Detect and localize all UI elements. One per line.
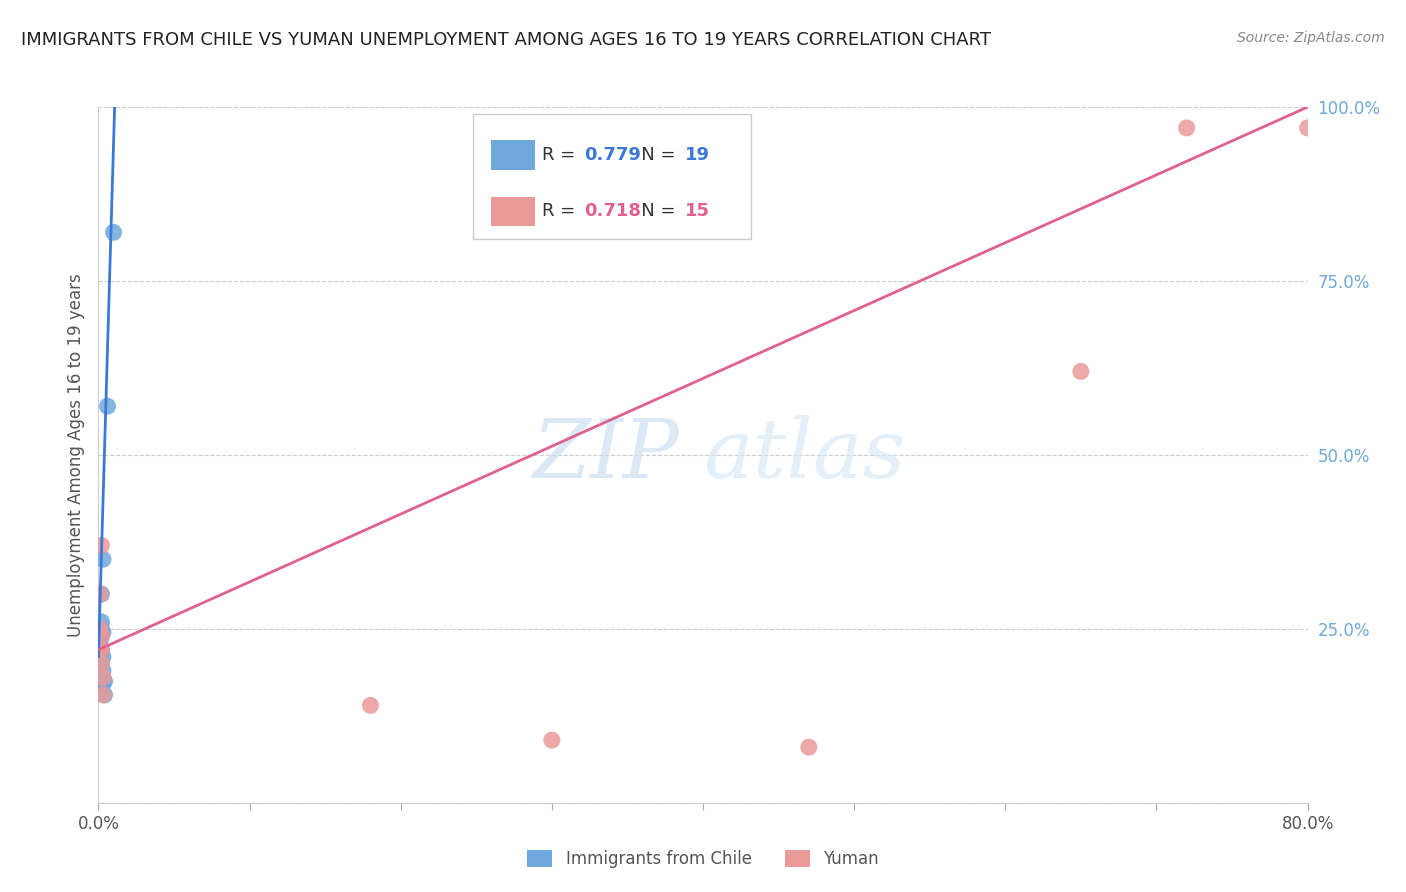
Point [89, 636, 111, 650]
Point [96, 399, 118, 413]
Point [1070, 364, 1092, 378]
Point [93, 688, 115, 702]
Point [91, 552, 114, 566]
Point [89, 649, 111, 664]
Point [540, 733, 562, 747]
FancyBboxPatch shape [492, 196, 534, 226]
Text: N =: N = [624, 146, 682, 164]
Y-axis label: Unemployment Among Ages 16 to 19 years: Unemployment Among Ages 16 to 19 years [66, 273, 84, 637]
Point [91, 664, 114, 678]
Point [91, 677, 114, 691]
Text: R =: R = [543, 202, 581, 220]
Point [91, 649, 114, 664]
Point [89, 642, 111, 657]
Point [90, 657, 112, 671]
Point [1296, 120, 1319, 135]
FancyBboxPatch shape [492, 140, 534, 169]
Point [90, 538, 112, 552]
Text: R =: R = [543, 146, 581, 164]
Text: IMMIGRANTS FROM CHILE VS YUMAN UNEMPLOYMENT AMONG AGES 16 TO 19 YEARS CORRELATIO: IMMIGRANTS FROM CHILE VS YUMAN UNEMPLOYM… [21, 31, 991, 49]
Point [89, 587, 111, 601]
FancyBboxPatch shape [474, 114, 751, 239]
Text: N =: N = [624, 202, 682, 220]
Text: Source: ZipAtlas.com: Source: ZipAtlas.com [1237, 31, 1385, 45]
Point [93, 674, 115, 689]
Point [103, 225, 125, 239]
Text: atlas: atlas [703, 415, 905, 495]
Text: 19: 19 [685, 146, 710, 164]
Point [90, 587, 112, 601]
Point [90, 622, 112, 636]
Point [360, 698, 382, 713]
Point [89, 622, 111, 636]
Text: ZIP: ZIP [531, 415, 679, 495]
Point [90, 629, 112, 643]
Point [90, 615, 112, 629]
Point [797, 740, 820, 755]
Legend: Immigrants from Chile, Yuman: Immigrants from Chile, Yuman [520, 843, 886, 874]
Point [90, 642, 112, 657]
Point [91, 625, 114, 640]
Text: 15: 15 [685, 202, 710, 220]
Point [1175, 120, 1198, 135]
Point [91, 688, 114, 702]
Point [90, 657, 112, 671]
Point [89, 632, 111, 647]
Point [89, 642, 111, 657]
Text: 0.718: 0.718 [585, 202, 641, 220]
Point [90, 629, 112, 643]
Point [90, 642, 112, 657]
Point [91, 671, 114, 685]
Text: 0.779: 0.779 [585, 146, 641, 164]
